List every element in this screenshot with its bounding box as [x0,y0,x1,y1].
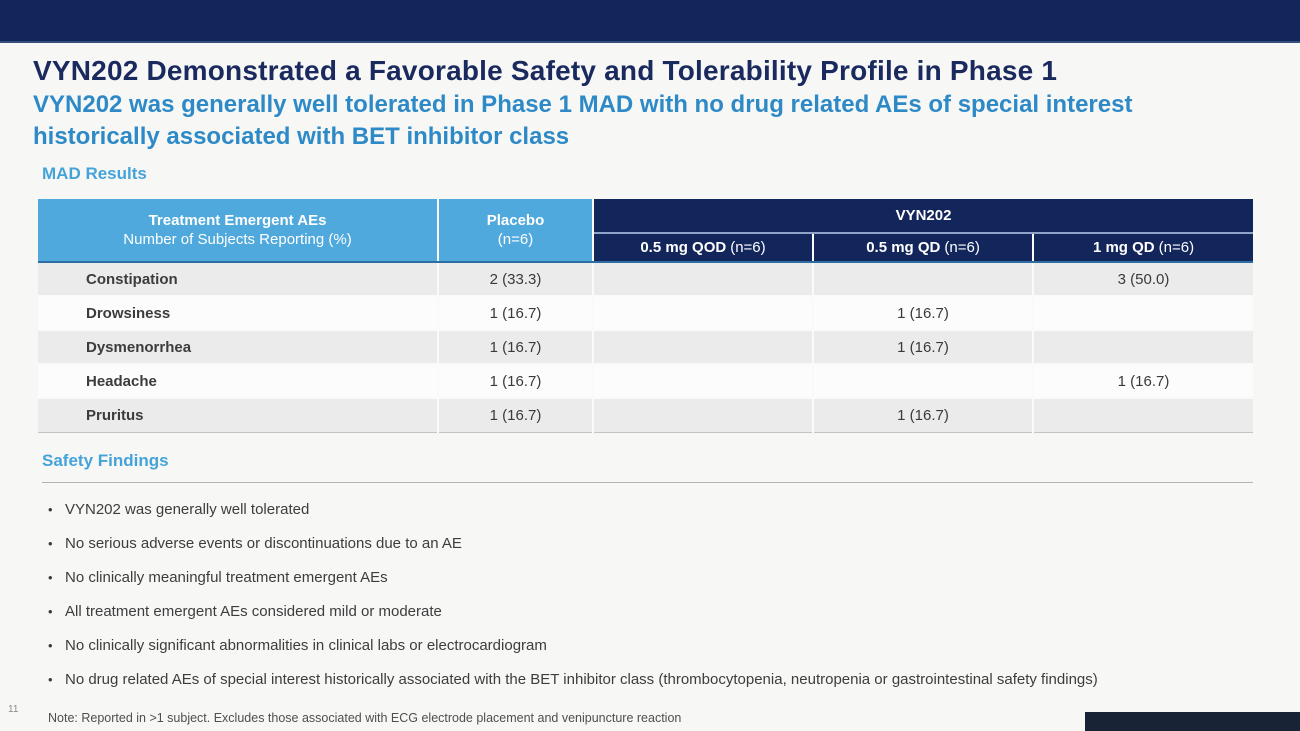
dose-label: 0.5 mg QOD [640,239,727,257]
bullet-text: VYN202 was generally well tolerated [65,501,310,518]
bullet-text: No clinically significant abnormalities … [65,637,547,654]
table-row-headache: Headache 1 (16.7) 1 (16.7) [38,363,1254,399]
cell-0_5mg-qod [592,329,813,365]
cell-placebo: 1 (16.7) [437,295,593,331]
column-header-treatment-emergent-aes: Treatment Emergent AEs Number of Subject… [38,199,439,263]
placebo-n: (n=6) [497,231,534,248]
cell-placebo: 1 (16.7) [437,363,593,399]
slide-title: VYN202 Demonstrated a Favorable Safety a… [33,55,1058,86]
list-item: • No clinically significant abnormalities… [48,636,1263,655]
section-divider [42,482,1253,483]
safety-findings-list: • VYN202 was generally well tolerated • No… [48,500,1263,704]
ae-label: Headache [38,363,438,399]
bottom-right-bar [1085,712,1300,731]
bullet-text: No drug related AEs of special interest … [65,671,1098,688]
list-item: • No clinically meaningful treatment emer… [48,568,1263,587]
header-bar [0,0,1300,43]
list-item: • No drug related AEs of special interest… [48,670,1263,689]
cell-1mg-qd: 1 (16.7) [1031,363,1254,399]
column-header-placebo: Placebo (n=6) [438,199,594,263]
ae-label: Drowsiness [38,295,438,331]
bullet-icon: • [48,536,53,551]
ae-label: Dysmenorrhea [38,329,438,365]
column-header-dose-1mg-qd: 1 mg QD (n=6) [1031,233,1254,263]
column-header-dose-0_5mg-qd: 0.5 mg QD (n=6) [812,233,1033,263]
dose-n: (n=6) [944,239,980,257]
cell-1mg-qd [1031,397,1254,433]
ae-label: Constipation [38,261,438,297]
table-row-drowsiness: Drowsiness 1 (16.7) 1 (16.7) [38,295,1254,331]
list-item: • VYN202 was generally well tolerated [48,500,1263,519]
ae-label: Pruritus [38,397,438,433]
mad-results-section-label: MAD Results [42,164,147,183]
cell-0_5mg-qod [592,261,813,297]
dose-label: 0.5 mg QD [866,239,941,257]
bullet-text: All treatment emergent AEs considered mi… [65,603,442,620]
table-row-dysmenorrhea: Dysmenorrhea 1 (16.7) 1 (16.7) [38,329,1254,365]
dose-n: (n=6) [1158,239,1195,257]
table-row-pruritus: Pruritus 1 (16.7) 1 (16.7) [38,397,1254,433]
dose-label: 1 mg QD [1092,239,1155,257]
bullet-text: No clinically meaningful treatment emerg… [65,569,388,586]
column-header-dose-0_5mg-qod: 0.5 mg QOD (n=6) [593,233,813,263]
bullet-icon: • [48,570,53,585]
list-item: • No serious adverse events or discontinu… [48,534,1263,553]
cell-0_5mg-qd [812,261,1033,297]
cell-0_5mg-qd: 1 (16.7) [812,397,1033,433]
cell-0_5mg-qod [592,397,813,433]
cell-placebo: 2 (33.3) [437,261,593,297]
cell-1mg-qd: 3 (50.0) [1031,261,1254,297]
cell-placebo: 1 (16.7) [437,329,593,365]
safety-findings-section-label: Safety Findings [42,451,169,470]
cell-0_5mg-qd: 1 (16.7) [812,329,1033,365]
row-header-title: Treatment Emergent AEs [148,212,327,229]
cell-1mg-qd [1031,295,1254,331]
bullet-text: No serious adverse events or discontinua… [65,535,462,552]
column-group-header-vyn202: VYN202 [593,199,1254,235]
table-row-constipation: Constipation 2 (33.3) 3 (50.0) [38,261,1254,297]
cell-0_5mg-qd [812,363,1033,399]
page-number: 11 [8,704,19,715]
cell-0_5mg-qod [592,295,813,331]
table-header: Treatment Emergent AEs Number of Subject… [38,199,1254,263]
slide-subtitle: VYN202 was generally well tolerated in P… [33,91,1133,150]
footnote: Note: Reported in >1 subject. Excludes t… [48,711,682,725]
bullet-icon: • [48,638,53,653]
cell-0_5mg-qod [592,363,813,399]
mad-results-table: Treatment Emergent AEs Number of Subject… [38,199,1254,433]
row-header-subtitle: Number of Subjects Reporting (%) [123,231,352,248]
cell-placebo: 1 (16.7) [437,397,593,433]
cell-1mg-qd [1031,329,1254,365]
dose-n: (n=6) [730,239,766,257]
bullet-icon: • [48,672,53,687]
placebo-label: Placebo [486,212,545,229]
bullet-icon: • [48,502,53,517]
cell-0_5mg-qd: 1 (16.7) [812,295,1033,331]
bullet-icon: • [48,604,53,619]
list-item: • All treatment emergent AEs considered m… [48,602,1263,621]
